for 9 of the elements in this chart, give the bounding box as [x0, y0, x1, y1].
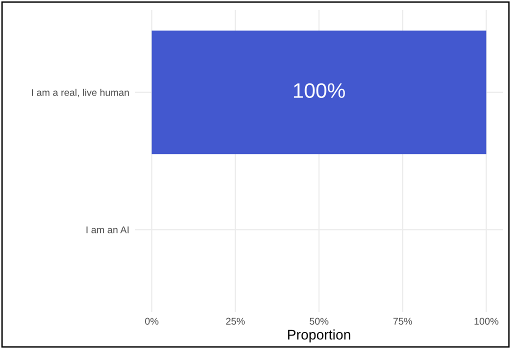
x-tick-label: 25% [226, 318, 245, 325]
x-tick-label: 75% [393, 318, 412, 325]
x-tick-label: 50% [310, 318, 328, 325]
y-tick-label: I am an AI [86, 226, 129, 234]
x-tick-label: 0% [145, 318, 158, 325]
x-tick-label: 100% [474, 318, 498, 325]
data-label: 100% [294, 83, 345, 98]
y-tick-label: I am a real, live human [32, 88, 129, 98]
x-axis-title: Proportion [288, 329, 350, 342]
